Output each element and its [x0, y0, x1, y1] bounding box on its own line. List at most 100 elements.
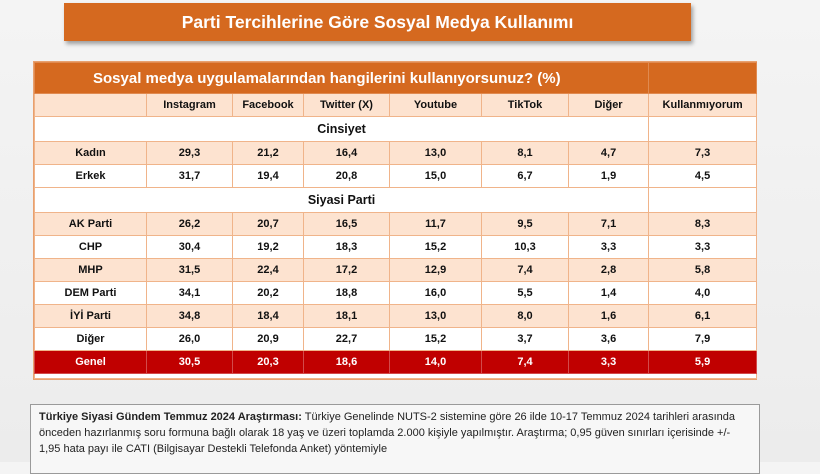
table-row: DEM Parti 34,1 20,2 18,8 16,0 5,5 1,4 4,0	[34, 281, 758, 305]
value-cell: 5,8	[648, 258, 758, 282]
value-cell: 12,9	[389, 258, 482, 282]
row-label: MHP	[34, 258, 147, 282]
value-cell: 19,4	[232, 164, 304, 188]
value-cell: 7,3	[648, 141, 758, 165]
column-header: Facebook	[232, 93, 304, 117]
table-bottom-spacer	[33, 373, 758, 379]
value-cell: 29,3	[146, 141, 233, 165]
column-header: TikTok	[481, 93, 569, 117]
column-header: Twitter (X)	[303, 93, 390, 117]
value-cell: 13,0	[389, 304, 482, 328]
value-cell: 8,3	[648, 212, 758, 236]
column-header: Youtube	[389, 93, 482, 117]
value-cell: 15,2	[389, 327, 482, 351]
value-cell: 18,8	[303, 281, 390, 305]
row-label: Diğer	[34, 327, 147, 351]
value-cell: 6,7	[481, 164, 569, 188]
methodology-note: Türkiye Siyasi Gündem Temmuz 2024 Araştı…	[30, 404, 760, 474]
value-cell: 18,4	[232, 304, 304, 328]
row-label: AK Parti	[34, 212, 147, 236]
value-cell: 18,1	[303, 304, 390, 328]
question-empty-cell	[648, 62, 758, 94]
table-row: MHP 31,5 22,4 17,2 12,9 7,4 2,8 5,8	[34, 258, 758, 282]
value-cell: 13,0	[389, 141, 482, 165]
value-cell: 34,1	[146, 281, 233, 305]
value-cell: 20,7	[232, 212, 304, 236]
value-cell: 30,4	[146, 235, 233, 259]
value-cell: 3,3	[648, 235, 758, 259]
value-cell: 20,8	[303, 164, 390, 188]
total-value-cell: 14,0	[389, 350, 482, 374]
total-value-cell: 3,3	[567, 350, 650, 374]
table-row: Kadın 29,3 21,2 16,4 13,0 8,1 4,7 7,3	[34, 141, 758, 165]
value-cell: 7,1	[567, 212, 650, 236]
row-label: CHP	[34, 235, 147, 259]
table-row: İYİ Parti 34,8 18,4 18,1 13,0 8,0 1,6 6,1	[34, 304, 758, 328]
spacer-cell	[33, 373, 758, 379]
page-title: Parti Tercihlerine Göre Sosyal Medya Kul…	[64, 3, 691, 41]
value-cell: 10,3	[481, 235, 569, 259]
total-value-cell: 20,3	[232, 350, 304, 374]
value-cell: 17,2	[303, 258, 390, 282]
results-table: Sosyal medya uygulamalarından hangilerin…	[33, 62, 758, 379]
column-header: Kullanmıyorum	[648, 93, 758, 117]
value-cell: 31,5	[146, 258, 233, 282]
total-value-cell: 7,4	[481, 350, 569, 374]
column-header: Instagram	[146, 93, 233, 117]
row-label: Kadın	[34, 141, 147, 165]
value-cell: 9,5	[481, 212, 569, 236]
section-header-row: Siyasi Parti	[33, 187, 758, 213]
value-cell: 26,0	[146, 327, 233, 351]
value-cell: 34,8	[146, 304, 233, 328]
value-cell: 20,9	[232, 327, 304, 351]
section-header-row: Cinsiyet	[33, 116, 758, 142]
value-cell: 11,7	[389, 212, 482, 236]
value-cell: 16,5	[303, 212, 390, 236]
value-cell: 31,7	[146, 164, 233, 188]
value-cell: 22,4	[232, 258, 304, 282]
section-title: Siyasi Parti	[33, 187, 650, 213]
row-label: DEM Parti	[34, 281, 147, 305]
note-text: Türkiye Genelinde NUTS-2 sistemine göre …	[39, 411, 735, 455]
value-cell: 4,5	[648, 164, 758, 188]
value-cell: 1,6	[567, 304, 650, 328]
value-cell: 7,4	[481, 258, 569, 282]
value-cell: 3,6	[567, 327, 650, 351]
value-cell: 15,2	[389, 235, 482, 259]
value-cell: 2,8	[567, 258, 650, 282]
section-empty-cell	[648, 187, 758, 213]
header-empty-cell	[34, 93, 147, 117]
value-cell: 21,2	[232, 141, 304, 165]
table-row: Diğer 26,0 20,9 22,7 15,2 3,7 3,6 7,9	[34, 327, 758, 351]
row-label: Erkek	[34, 164, 147, 188]
total-value-cell: 5,9	[648, 350, 758, 374]
results-table-wrapper: Sosyal medya uygulamalarından hangilerin…	[33, 61, 758, 380]
total-value-cell: 18,6	[303, 350, 390, 374]
value-cell: 5,5	[481, 281, 569, 305]
value-cell: 7,9	[648, 327, 758, 351]
section-empty-cell	[648, 116, 758, 142]
value-cell: 19,2	[232, 235, 304, 259]
note-title: Türkiye Siyasi Gündem Temmuz 2024 Araştı…	[39, 411, 302, 423]
table-row: AK Parti 26,2 20,7 16,5 11,7 9,5 7,1 8,3	[34, 212, 758, 236]
value-cell: 16,4	[303, 141, 390, 165]
value-cell: 1,9	[567, 164, 650, 188]
value-cell: 3,7	[481, 327, 569, 351]
value-cell: 16,0	[389, 281, 482, 305]
value-cell: 26,2	[146, 212, 233, 236]
value-cell: 4,7	[567, 141, 650, 165]
value-cell: 18,3	[303, 235, 390, 259]
value-cell: 8,0	[481, 304, 569, 328]
value-cell: 4,0	[648, 281, 758, 305]
value-cell: 22,7	[303, 327, 390, 351]
row-label: İYİ Parti	[34, 304, 147, 328]
header-row: Instagram Facebook Twitter (X) Youtube TikTo…	[34, 93, 758, 117]
value-cell: 20,2	[232, 281, 304, 305]
total-value-cell: 30,5	[146, 350, 233, 374]
total-row: Genel 30,5 20,3 18,6 14,0 7,4 3,3 5,9	[34, 350, 758, 374]
value-cell: 15,0	[389, 164, 482, 188]
question-text: Sosyal medya uygulamalarından hangilerin…	[33, 62, 650, 94]
question-row: Sosyal medya uygulamalarından hangilerin…	[33, 62, 758, 94]
table-row: Erkek 31,7 19,4 20,8 15,0 6,7 1,9 4,5	[34, 164, 758, 188]
column-header: Diğer	[567, 93, 650, 117]
